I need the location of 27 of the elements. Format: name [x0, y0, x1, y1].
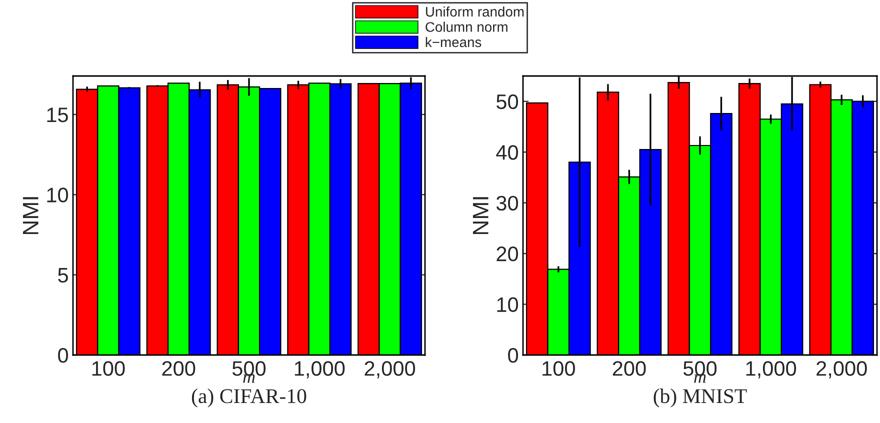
- legend-label: k−means: [426, 36, 482, 48]
- text: (b) MNIST: [654, 388, 747, 408]
- y-tick-label: 40: [496, 145, 518, 160]
- x-tick-label: 500: [683, 361, 717, 376]
- y-tick-label: 10: [47, 188, 68, 202]
- x-tick-label: 200: [162, 361, 196, 376]
- y-tick-label: 0: [58, 348, 68, 363]
- x-tick-label: 100: [542, 361, 575, 376]
- x-tick-label: 2,000: [364, 361, 416, 378]
- x-tick-label: 1,000: [746, 361, 796, 378]
- y-tick-label: 0: [508, 348, 518, 363]
- y-axis-title: NMI: [22, 197, 38, 234]
- x-tick-label: 500: [232, 361, 266, 376]
- x-tick-label: 2,000: [816, 361, 867, 378]
- y-tick-label: 15: [47, 108, 68, 122]
- legend-label: Column norm: [426, 22, 508, 32]
- y-axis-title: NMI: [472, 197, 488, 234]
- legend-label: Uniform random: [426, 6, 524, 17]
- y-tick-label: 10: [497, 297, 518, 312]
- y-tick-label: 50: [496, 94, 518, 110]
- y-tick-label: 5: [58, 268, 68, 283]
- x-tick-label: 100: [92, 361, 125, 376]
- x-tick-label: 200: [612, 361, 646, 376]
- y-tick-label: 30: [496, 196, 518, 211]
- text: (a) CIFAR-10: [192, 388, 306, 408]
- y-tick-label: 20: [496, 246, 518, 262]
- x-tick-label: 1,000: [294, 361, 345, 378]
